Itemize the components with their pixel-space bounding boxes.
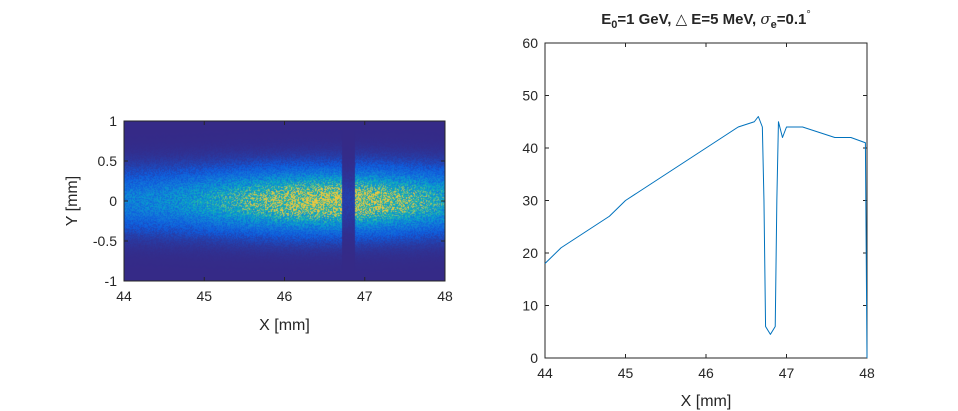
heatmap-image	[124, 121, 445, 281]
heatmap-x-tick-label: 46	[277, 288, 293, 304]
heatmap-x-axis-label: X [mm]	[259, 317, 310, 334]
title-delta-symbol: △	[676, 11, 688, 28]
line-series-intensity	[544, 116, 868, 359]
line-y-tick-label: 60	[522, 35, 538, 51]
line-y-tick-label: 40	[522, 140, 538, 156]
heatmap-y-tick-label: 0.5	[98, 153, 118, 169]
heatmap-y-tick-label: -0.5	[93, 233, 117, 249]
heatmap-x-tick-label: 47	[357, 288, 373, 304]
line-y-tick-label: 30	[522, 193, 538, 209]
line-plot-axes: 44 45 46 47 48 0 10 20 30 40 50 60	[522, 35, 875, 381]
heatmap-y-tick-label: -1	[105, 273, 118, 289]
line-x-tick-label: 44	[537, 365, 553, 381]
title-subscript-e: e	[771, 19, 777, 31]
line-y-tick-label: 50	[522, 88, 538, 104]
line-plot-title: E0=1 GeV, △ E=5 MeV, σe=0.1°	[601, 9, 811, 31]
line-x-tick-label: 48	[859, 365, 875, 381]
line-y-tick-label: 10	[522, 298, 538, 314]
title-degree-superscript: °	[806, 9, 810, 21]
title-e: E	[601, 11, 611, 28]
heatmap-y-tick-label: 0	[109, 193, 117, 209]
heatmap-y-tick-label: 1	[109, 113, 117, 129]
heatmap-x-tick-label: 48	[437, 288, 453, 304]
title-energy: =1 GeV,	[617, 11, 675, 28]
heatmap-panel: 44 45 46 47 48 -1 -0.5 0 0.5 1 X [mm] Y [mm]	[64, 113, 453, 334]
heatmap-axes: 44 45 46 47 48 -1 -0.5 0 0.5 1	[93, 113, 453, 304]
line-y-tick-label: 0	[530, 350, 538, 366]
title-divergence: =0.1	[777, 11, 807, 28]
heatmap-y-axis-label: Y [mm]	[64, 176, 81, 226]
line-x-axis-label: X [mm]	[681, 393, 732, 410]
line-x-tick-label: 47	[779, 365, 795, 381]
heatmap-x-tick-label: 45	[196, 288, 212, 304]
line-x-tick-label: 46	[698, 365, 714, 381]
title-subscript-0: 0	[611, 19, 617, 31]
line-y-tick-label: 20	[522, 245, 538, 261]
heatmap-x-tick-label: 44	[116, 288, 132, 304]
line-x-tick-label: 45	[618, 365, 634, 381]
title-sigma-symbol: σ	[760, 10, 771, 28]
title-energy-spread: E=5 MeV,	[687, 11, 760, 28]
heatmap-image-container	[124, 121, 445, 281]
